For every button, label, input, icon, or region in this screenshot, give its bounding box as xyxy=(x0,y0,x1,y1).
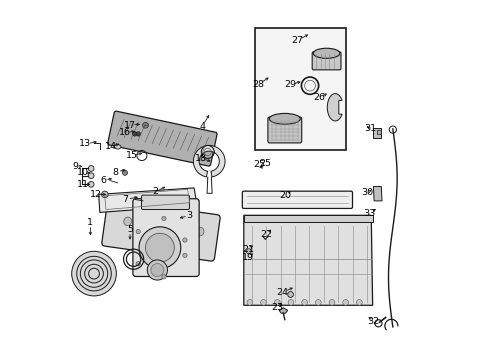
Text: 18: 18 xyxy=(194,154,206,163)
Text: 11: 11 xyxy=(77,180,89,189)
Text: 28: 28 xyxy=(252,80,264,89)
Circle shape xyxy=(342,300,348,305)
Circle shape xyxy=(287,292,293,297)
Circle shape xyxy=(72,251,116,296)
Circle shape xyxy=(328,300,334,305)
Circle shape xyxy=(88,173,94,179)
Circle shape xyxy=(132,132,137,136)
Circle shape xyxy=(142,122,148,128)
Text: 13: 13 xyxy=(79,139,91,148)
Circle shape xyxy=(301,300,307,305)
Circle shape xyxy=(151,264,163,276)
Polygon shape xyxy=(279,308,287,313)
Text: 31: 31 xyxy=(364,124,376,133)
FancyBboxPatch shape xyxy=(311,52,340,70)
Text: 16: 16 xyxy=(119,128,131,137)
Polygon shape xyxy=(376,130,381,134)
Circle shape xyxy=(260,300,266,305)
Text: 4: 4 xyxy=(199,122,204,131)
Polygon shape xyxy=(373,186,381,201)
Circle shape xyxy=(136,229,140,234)
Circle shape xyxy=(183,253,187,257)
Circle shape xyxy=(102,191,108,198)
Polygon shape xyxy=(193,145,224,177)
Text: 27: 27 xyxy=(291,36,303,45)
Polygon shape xyxy=(244,215,372,222)
Circle shape xyxy=(147,260,167,280)
Circle shape xyxy=(162,216,166,221)
Circle shape xyxy=(287,300,293,305)
Circle shape xyxy=(136,262,140,266)
Polygon shape xyxy=(326,94,342,121)
Circle shape xyxy=(139,227,181,269)
Text: 33: 33 xyxy=(363,208,375,217)
Text: 9: 9 xyxy=(72,162,78,171)
Ellipse shape xyxy=(313,48,339,58)
Ellipse shape xyxy=(269,113,300,124)
Circle shape xyxy=(88,166,94,171)
Text: 24: 24 xyxy=(276,288,288,297)
Text: 6: 6 xyxy=(100,176,106,185)
Circle shape xyxy=(274,300,280,305)
Text: 21: 21 xyxy=(242,245,254,254)
Text: 10: 10 xyxy=(77,168,89,177)
FancyBboxPatch shape xyxy=(102,200,220,261)
Ellipse shape xyxy=(196,227,203,236)
Text: 12: 12 xyxy=(90,190,102,199)
Text: 14: 14 xyxy=(104,141,116,150)
Circle shape xyxy=(122,170,127,175)
Text: 7: 7 xyxy=(122,195,128,204)
Polygon shape xyxy=(373,128,380,138)
Ellipse shape xyxy=(159,222,167,231)
Bar xyxy=(255,28,346,150)
Circle shape xyxy=(246,300,252,305)
Text: 5: 5 xyxy=(127,225,133,234)
Circle shape xyxy=(183,238,187,242)
Text: 3: 3 xyxy=(186,211,192,220)
Text: 19: 19 xyxy=(242,253,254,262)
Text: 2: 2 xyxy=(152,187,158,196)
FancyBboxPatch shape xyxy=(133,199,199,276)
Text: 15: 15 xyxy=(126,151,138,160)
Circle shape xyxy=(162,275,166,279)
Text: 26: 26 xyxy=(313,94,325,102)
Text: 25: 25 xyxy=(252,161,264,169)
Text: 17: 17 xyxy=(124,121,136,130)
Ellipse shape xyxy=(140,219,148,228)
Text: 23: 23 xyxy=(270,303,283,312)
Ellipse shape xyxy=(123,217,131,226)
Polygon shape xyxy=(244,215,372,305)
Text: 32: 32 xyxy=(366,317,379,325)
Text: 1: 1 xyxy=(87,218,93,227)
Ellipse shape xyxy=(114,145,121,149)
Circle shape xyxy=(356,300,362,305)
Circle shape xyxy=(88,181,94,187)
Text: 30: 30 xyxy=(360,188,372,197)
Polygon shape xyxy=(99,188,197,212)
FancyBboxPatch shape xyxy=(242,191,352,208)
Circle shape xyxy=(246,249,251,254)
Text: 29: 29 xyxy=(284,80,296,89)
Ellipse shape xyxy=(177,225,185,233)
Text: 25: 25 xyxy=(259,159,271,168)
Text: 22: 22 xyxy=(260,230,271,239)
FancyBboxPatch shape xyxy=(107,111,217,166)
FancyBboxPatch shape xyxy=(267,117,301,143)
Text: 20: 20 xyxy=(278,191,290,199)
Circle shape xyxy=(136,132,140,136)
Circle shape xyxy=(145,233,174,262)
Circle shape xyxy=(315,300,321,305)
Text: 8: 8 xyxy=(112,167,119,176)
FancyBboxPatch shape xyxy=(141,195,189,210)
